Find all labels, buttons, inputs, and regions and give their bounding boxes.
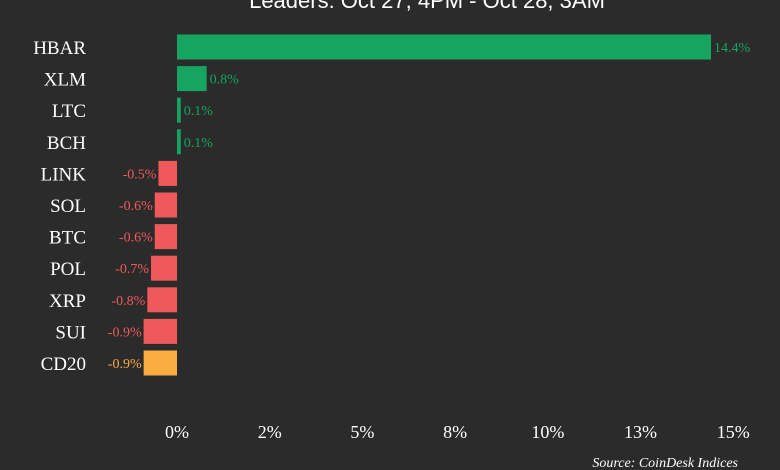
x-tick-label: 13% — [624, 422, 657, 442]
category-label-btc: BTC — [49, 228, 86, 249]
category-label-hbar: HBAR — [33, 38, 86, 59]
bars-group — [143, 34, 711, 376]
value-label-ltc: 0.1% — [184, 104, 214, 119]
category-label-link: LINK — [41, 164, 87, 185]
bar-xlm — [177, 66, 207, 92]
category-label-xrp: XRP — [49, 291, 86, 312]
value-label-btc: -0.6% — [119, 231, 153, 246]
bar-ltc — [177, 97, 181, 123]
category-label-sui: SUI — [55, 322, 86, 343]
x-tick-label: 15% — [717, 422, 750, 442]
source-note: Source: CoinDesk Indices — [592, 456, 738, 470]
bar-sui — [143, 318, 177, 344]
category-labels-group: HBAR XLM LTC BCH LINK SOL BTC POL XRP SUI CD20 — [33, 38, 86, 375]
chart-title: Leaders: Oct 27, 4PM - Oct 28, 3AM — [249, 0, 605, 13]
bar-xrp — [147, 287, 177, 313]
x-tick-label: 2% — [258, 422, 282, 442]
value-label-link: -0.5% — [123, 167, 157, 182]
value-label-pol: -0.7% — [115, 262, 149, 277]
bar-pol — [151, 255, 177, 281]
bar-btc — [154, 224, 177, 250]
category-label-pol: POL — [50, 259, 86, 280]
category-label-sol: SOL — [50, 196, 86, 217]
value-label-bch: 0.1% — [184, 136, 214, 151]
x-tick-label: 0% — [165, 422, 189, 442]
bar-cd20 — [143, 350, 177, 376]
value-label-sol: -0.6% — [119, 199, 153, 214]
category-label-cd20: CD20 — [41, 354, 86, 375]
value-label-hbar: 14.4% — [714, 41, 751, 56]
x-tick-label: 10% — [531, 422, 564, 442]
category-label-bch: BCH — [47, 133, 86, 154]
value-label-sui: -0.9% — [108, 325, 142, 340]
category-label-ltc: LTC — [52, 101, 86, 122]
value-label-xlm: 0.8% — [210, 73, 240, 88]
value-labels-group: 14.4% 0.8% 0.1% 0.1% -0.5% -0.6% -0.6% -0.7% -0.… — [108, 41, 751, 372]
x-tick-label: 8% — [443, 422, 467, 442]
x-tick-label: 5% — [350, 422, 374, 442]
x-axis-ticks-group: 0% 2% 5% 8% 10% 13% 15% — [165, 422, 750, 442]
bar-hbar — [177, 34, 711, 60]
bar-sol — [154, 192, 177, 218]
value-label-cd20: -0.9% — [108, 357, 142, 372]
category-label-xlm: XLM — [44, 70, 86, 91]
bar-bch — [177, 129, 181, 155]
bar-link — [158, 160, 177, 186]
value-label-xrp: -0.8% — [112, 294, 146, 309]
